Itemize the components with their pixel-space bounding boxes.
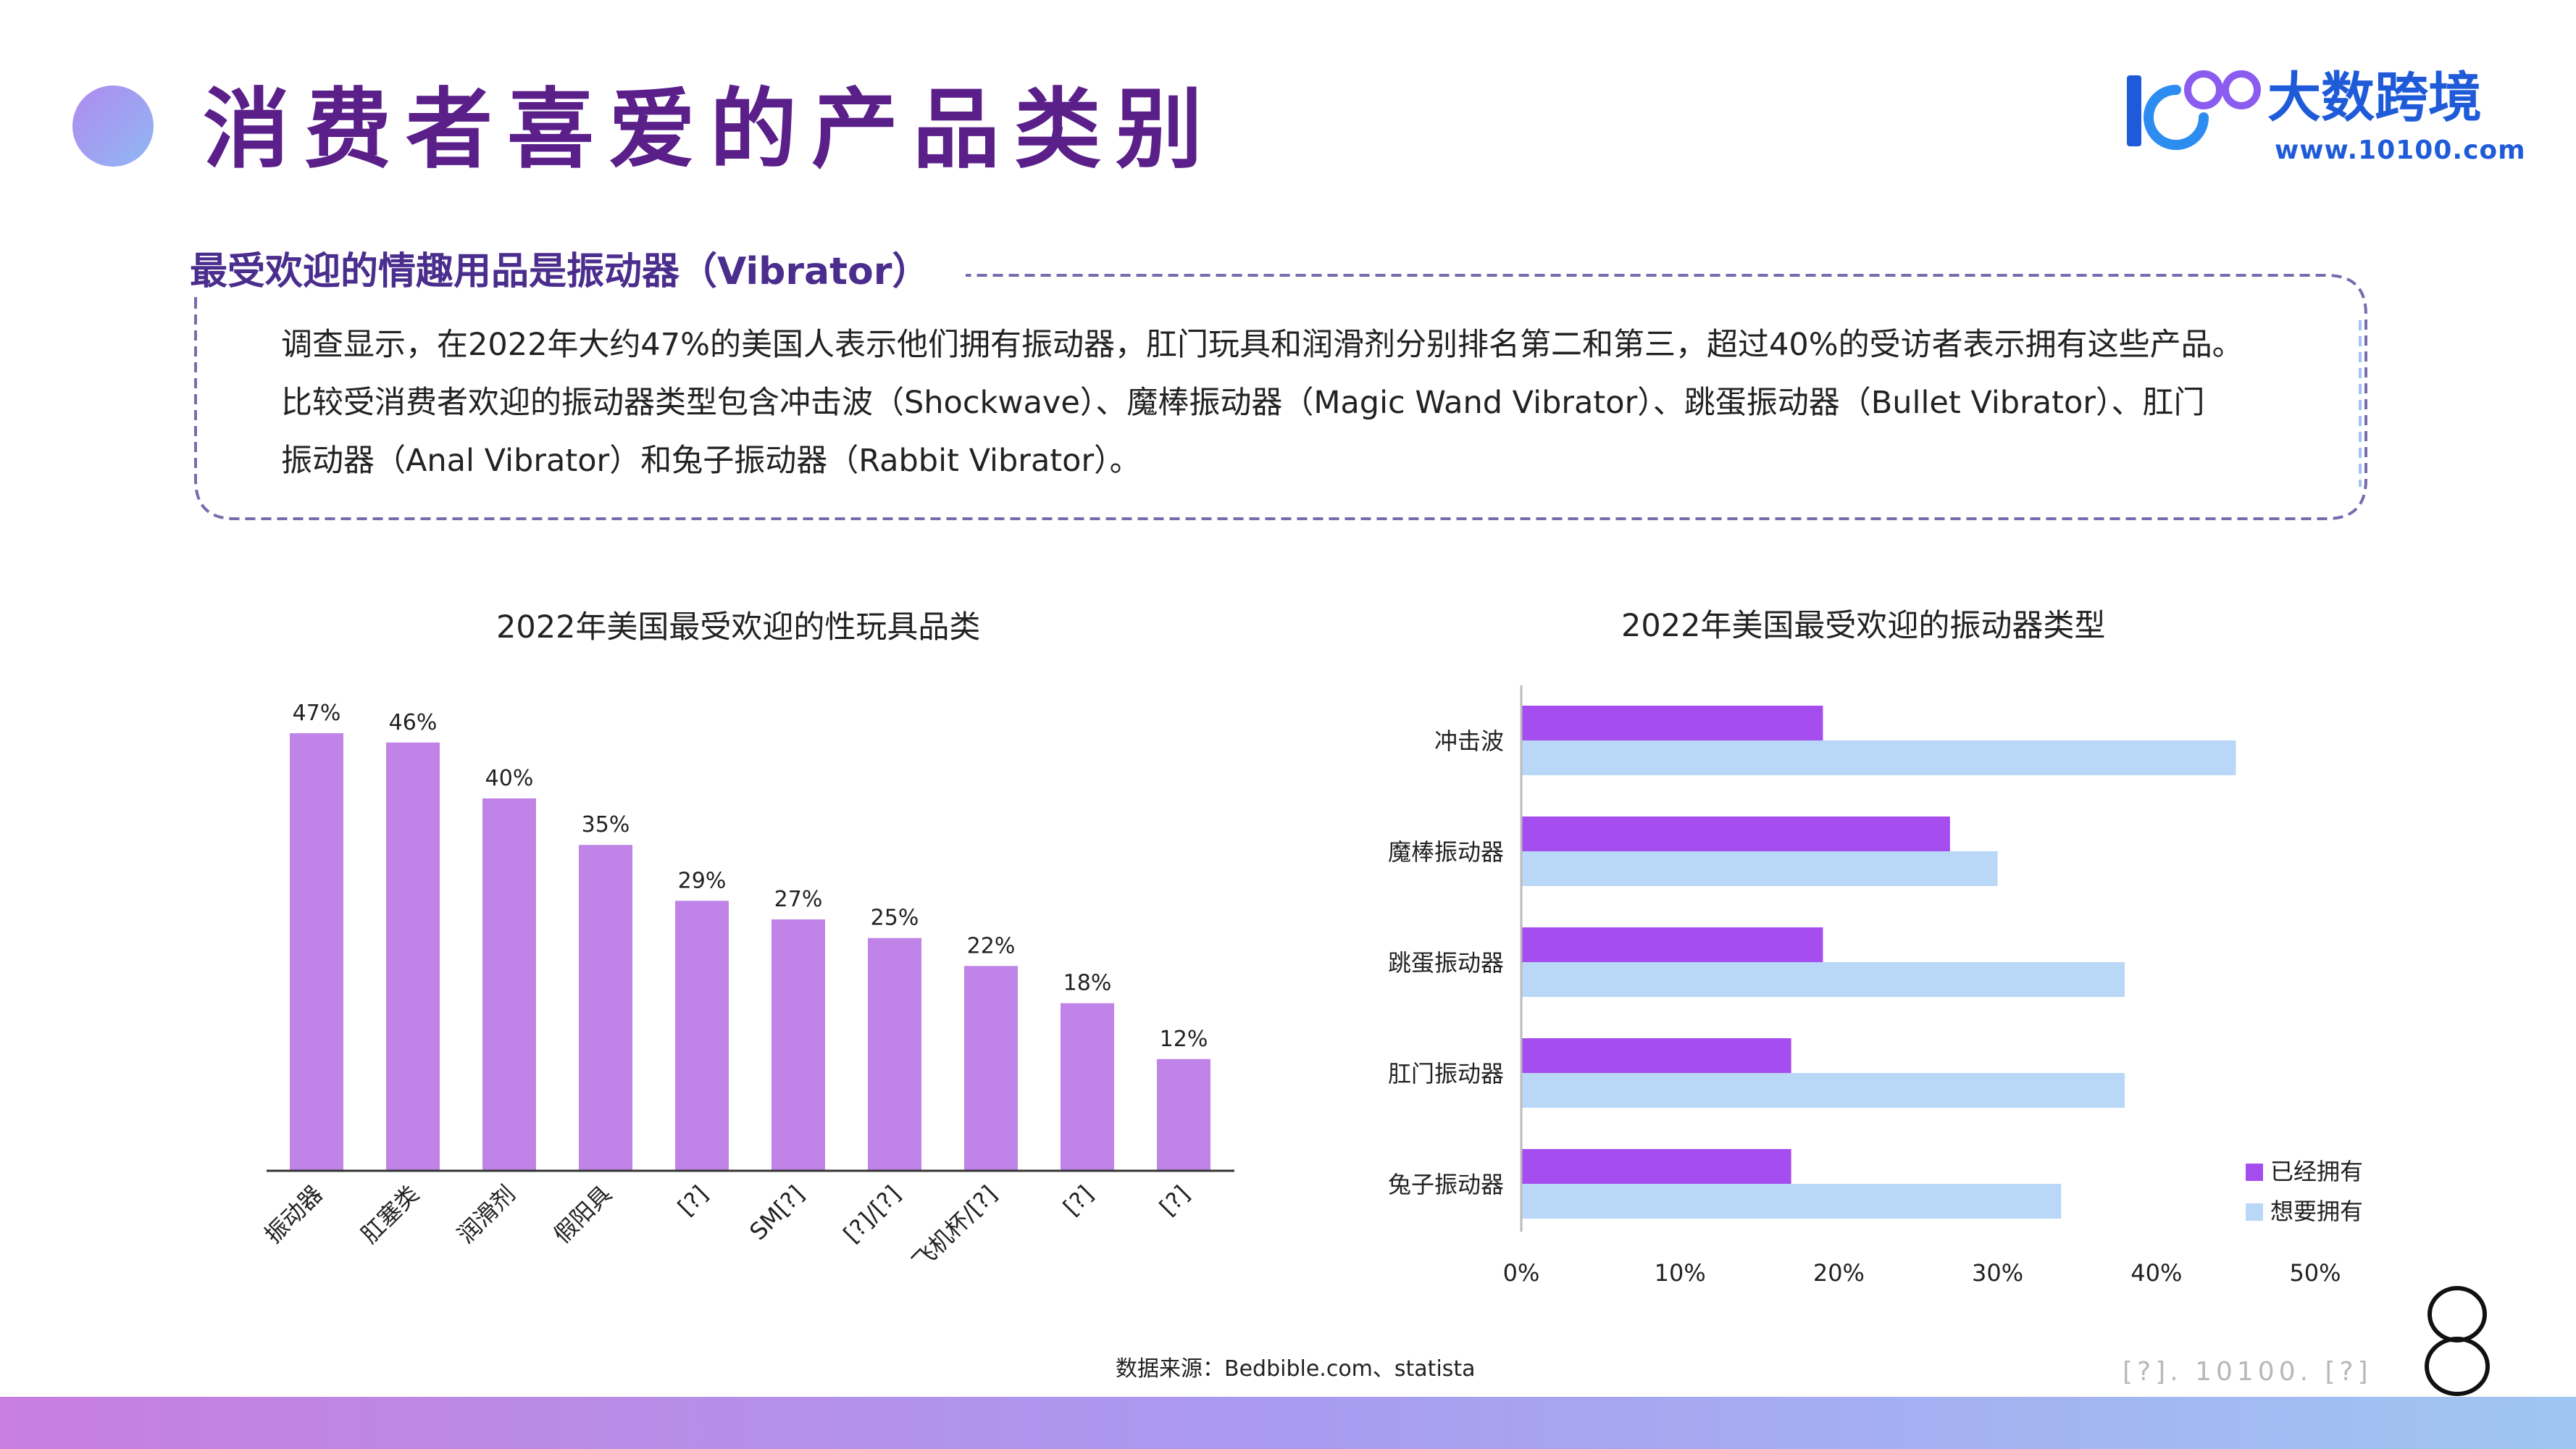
footer-band <box>0 1397 2576 1449</box>
source-note: 数据来源：Bedbible.com、statista <box>1116 1356 1476 1382</box>
x-tick-label: 飞机杯/[?] <box>907 1180 1003 1276</box>
x-tick-label: 40% <box>2130 1259 2182 1287</box>
legend-swatch <box>2246 1164 2263 1181</box>
x-tick-label: [?] <box>1154 1180 1195 1222</box>
legend-swatch <box>2246 1203 2263 1221</box>
bar-value-label: 12% <box>1160 1027 1208 1052</box>
logo-mark-icon <box>2127 70 2261 150</box>
hbar <box>1521 927 1823 962</box>
hbar <box>1521 962 2125 997</box>
y-tick-label: 跳蛋振动器 <box>1388 949 1504 977</box>
bar <box>386 742 440 1171</box>
bar-value-label: 47% <box>293 701 341 726</box>
y-tick-label: 冲击波 <box>1434 727 1504 755</box>
hbar <box>1521 740 2236 775</box>
bar <box>579 845 632 1171</box>
x-tick-label: 30% <box>1972 1259 2023 1287</box>
watermark: [?]. 10100. [?] <box>2123 1357 2372 1387</box>
intro-line: 调查显示，在2022年大约47%的美国人表示他们拥有振动器，肛门玩具和润滑剂分别… <box>281 327 2243 363</box>
x-tick-label: 20% <box>1813 1259 1865 1287</box>
hbar <box>1521 851 1998 886</box>
x-tick-label: [?] <box>672 1180 714 1222</box>
x-tick-label: 肛塞类 <box>356 1180 425 1249</box>
x-tick-label: [?]/[?] <box>838 1180 906 1248</box>
hbar-chart-title: 2022年美国最受欢迎的振动器类型 <box>1621 608 2106 644</box>
bar-value-label: 40% <box>485 766 534 791</box>
bar-value-label: 25% <box>871 906 919 931</box>
x-tick-label: 10% <box>1655 1259 1706 1287</box>
bar-value-label: 22% <box>967 933 1016 959</box>
hbar <box>1521 1073 2125 1108</box>
x-tick-label: 0% <box>1503 1259 1540 1287</box>
x-tick-label: [?] <box>1058 1180 1099 1222</box>
bar-value-label: 35% <box>582 812 630 838</box>
legend-label: 已经拥有 <box>2270 1158 2363 1185</box>
y-tick-label: 肛门振动器 <box>1388 1060 1504 1087</box>
page-title: 消费者喜爱的产品类别 <box>203 80 1217 180</box>
bar <box>964 966 1018 1171</box>
page-number-icon <box>2425 1286 2490 1396</box>
bar-chart-title: 2022年美国最受欢迎的性玩具品类 <box>496 609 981 646</box>
brand-logo: 大数跨境 www.10100.com <box>2123 65 2525 167</box>
hbar <box>1521 1149 1791 1184</box>
y-tick-label: 兔子振动器 <box>1388 1171 1504 1198</box>
bar-value-label: 27% <box>774 887 823 912</box>
title-dot-icon <box>72 85 154 167</box>
intro-box <box>190 270 2372 525</box>
x-tick-label: SM[?] <box>744 1180 809 1245</box>
bar <box>1061 1003 1114 1171</box>
y-tick-label: 魔棒振动器 <box>1388 838 1504 866</box>
bar <box>482 798 536 1171</box>
hbar <box>1521 817 1950 851</box>
bar-value-label: 46% <box>389 710 438 735</box>
bar-value-label: 18% <box>1063 971 1112 996</box>
legend-label: 想要拥有 <box>2270 1198 2363 1225</box>
logo-name: 大数跨境 <box>2267 67 2482 129</box>
intro-heading: 最受欢迎的情趣用品是振动器（Vibrator） <box>190 246 966 297</box>
x-tick-label: 振动器 <box>259 1180 328 1249</box>
intro-line: 比较受消费者欢迎的振动器类型包含冲击波（Shockwave）、魔棒振动器（Mag… <box>281 385 2205 421</box>
hbar <box>1521 1038 1791 1073</box>
bar-value-label: 29% <box>678 868 727 893</box>
bar <box>868 938 921 1171</box>
intro-line: 振动器（Anal Vibrator）和兔子振动器（Rabbit Vibrator… <box>281 443 1141 479</box>
hbar <box>1521 706 1823 740</box>
intro-dashed-frame <box>194 274 2367 520</box>
bar <box>290 733 343 1171</box>
logo-url: www.10100.com <box>2275 135 2526 165</box>
x-tick-label: 假阳具 <box>548 1180 617 1249</box>
bar <box>1157 1058 1210 1171</box>
bar <box>771 919 825 1171</box>
x-tick-label: 50% <box>2289 1259 2341 1287</box>
hbar <box>1521 1184 2062 1219</box>
x-tick-label: 润滑剂 <box>452 1180 521 1249</box>
bar <box>675 901 729 1171</box>
